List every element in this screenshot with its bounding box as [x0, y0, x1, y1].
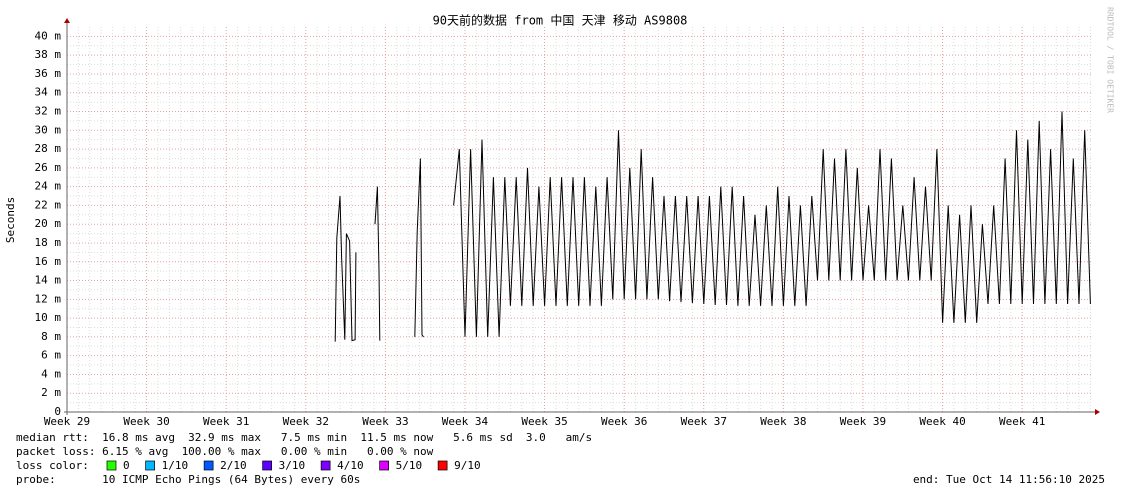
x-tick-label: Week 36: [601, 415, 647, 428]
legend-swatch: [203, 460, 214, 471]
legend-label: 4/10: [337, 459, 364, 472]
x-tick-label: Week 37: [681, 415, 727, 428]
x-tick-label: Week 41: [999, 415, 1045, 428]
y-tick-label: 36 m: [35, 67, 62, 80]
y-tick-label: 4 m: [41, 367, 61, 380]
y-tick-label: 26 m: [35, 161, 62, 174]
y-tick-label: 40 m: [35, 29, 62, 42]
y-axis-label: Seconds: [4, 197, 17, 243]
end-text: end: Tue Oct 14 11:56:10 2025: [913, 473, 1105, 486]
y-tick-label: 18 m: [35, 236, 62, 249]
x-tick-label: Week 34: [442, 415, 489, 428]
y-tick-label: 20 m: [35, 217, 62, 230]
legend-swatch: [145, 460, 155, 471]
legend-swatch: [437, 460, 448, 471]
x-tick-label: Week 31: [203, 415, 249, 428]
y-tick-label: 8 m: [41, 330, 61, 343]
y-tick-label: 22 m: [35, 198, 62, 211]
y-tick-label: 12 m: [35, 292, 62, 305]
y-tick-label: 32 m: [35, 105, 62, 118]
legend-label: 9/10: [454, 459, 481, 472]
x-tick-label: Week 33: [362, 415, 408, 428]
legend-swatch: [379, 460, 389, 471]
x-tick-label: Week 29: [44, 415, 90, 428]
legend-swatch: [320, 460, 331, 471]
x-tick-label: Week 40: [919, 415, 965, 428]
legend-label: 2/10: [220, 459, 247, 472]
legend-label: 3/10: [279, 459, 306, 472]
stats-line: median rtt: 16.8 ms avg 32.9 ms max 7.5 …: [16, 431, 592, 444]
y-tick-label: 10 m: [35, 311, 62, 324]
x-tick-label: Week 38: [760, 415, 806, 428]
probe-text: probe: 10 ICMP Echo Pings (64 Bytes) eve…: [16, 473, 360, 486]
y-tick-label: 34 m: [35, 86, 62, 99]
y-tick-label: 2 m: [41, 386, 61, 399]
y-tick-label: 30 m: [35, 123, 62, 136]
watermark: RRDTOOL / TOBI OETIKER: [1106, 7, 1115, 113]
x-tick-label: Week 39: [840, 415, 886, 428]
legend-label: 0: [123, 459, 130, 472]
loss-color-label: loss color:: [16, 459, 89, 472]
legend-label: 5/10: [396, 459, 423, 472]
x-tick-label: Week 35: [521, 415, 567, 428]
axis-arrow: [1095, 409, 1100, 415]
y-tick-label: 16 m: [35, 255, 62, 268]
legend-swatch: [262, 460, 272, 471]
y-tick-label: 38 m: [35, 48, 62, 61]
y-tick-label: 14 m: [35, 274, 62, 287]
x-tick-label: Week 32: [283, 415, 329, 428]
legend-swatch: [106, 460, 117, 471]
median-line: [334, 111, 1091, 342]
axis-arrow: [64, 18, 70, 23]
stats-line: packet loss: 6.15 % avg 100.00 % max 0.0…: [16, 445, 434, 458]
y-tick-label: 24 m: [35, 180, 62, 193]
chart-title: 90天前的数据 from 中国 天津 移动 AS9808: [433, 13, 688, 28]
y-tick-label: 6 m: [41, 349, 61, 362]
y-tick-label: 0: [54, 405, 61, 418]
x-tick-label: Week 30: [123, 415, 169, 428]
legend-label: 1/10: [162, 459, 189, 472]
y-tick-label: 28 m: [35, 142, 62, 155]
